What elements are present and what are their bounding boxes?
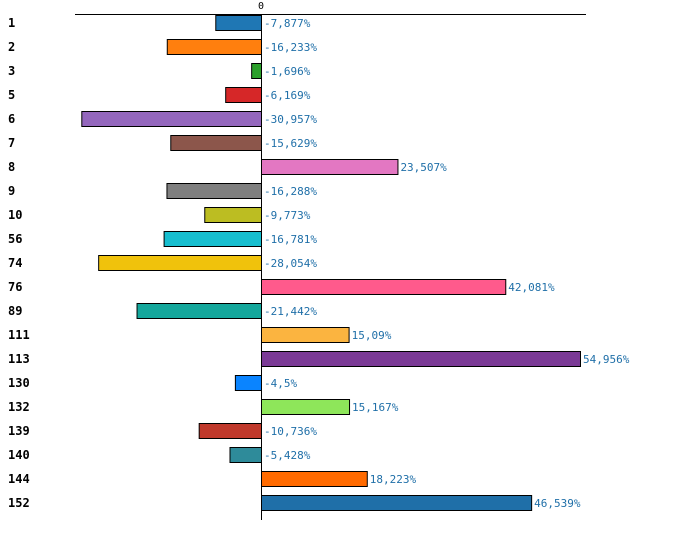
category-label-6: 6	[8, 112, 15, 126]
value-label-56: -16,781%	[264, 233, 317, 246]
value-label-111: 15,09%	[352, 329, 392, 342]
category-label-56: 56	[8, 232, 22, 246]
category-label-132: 132	[8, 400, 30, 414]
bar-10	[204, 207, 262, 223]
category-label-89: 89	[8, 304, 22, 318]
bar-130	[234, 375, 263, 391]
bar-7	[170, 135, 262, 151]
category-label-3: 3	[8, 64, 15, 78]
bar-6	[81, 111, 262, 127]
bar-132	[261, 399, 351, 415]
category-label-74: 74	[8, 256, 22, 270]
value-label-1: -7,877%	[264, 17, 311, 30]
bar-111	[261, 327, 350, 343]
category-label-140: 140	[8, 448, 30, 462]
category-label-139: 139	[8, 424, 30, 438]
value-label-5: -6,169%	[264, 89, 311, 102]
value-label-3: -1,696%	[264, 65, 311, 78]
value-label-113: 54,956%	[583, 353, 630, 366]
value-label-132: 15,167%	[352, 401, 399, 414]
category-label-152: 152	[8, 496, 30, 510]
category-label-113: 113	[8, 352, 30, 366]
bar-5	[225, 87, 262, 103]
value-labels: -7,877% -16,233% -1,696% -6,169% -30,957% -15…	[264, 17, 630, 510]
category-label-9: 9	[8, 184, 15, 198]
bar-2	[166, 39, 263, 55]
value-label-7: -15,629%	[264, 137, 317, 150]
bar-3	[251, 63, 262, 79]
category-label-1: 1	[8, 16, 15, 30]
value-label-144: 18,223%	[370, 473, 417, 486]
value-label-8: 23,507%	[400, 161, 447, 174]
category-label-7: 7	[8, 136, 15, 150]
bar-152	[261, 495, 533, 511]
value-label-10: -9,773%	[264, 209, 311, 222]
bar-89	[136, 303, 263, 319]
bar-113	[261, 351, 581, 367]
category-label-5: 5	[8, 88, 15, 102]
value-label-2: -16,233%	[264, 41, 317, 54]
value-label-89: -21,442%	[264, 305, 317, 318]
category-label-111: 111	[8, 328, 30, 342]
x-tick-label: 0	[258, 1, 264, 12]
category-labels: 1235678910567476891111131301321391401441…	[8, 16, 30, 510]
category-label-8: 8	[8, 160, 15, 174]
bar-76	[261, 279, 507, 295]
axis-ticks: 0	[258, 1, 264, 12]
value-label-152: 46,539%	[534, 497, 581, 510]
category-label-10: 10	[8, 208, 22, 222]
bars-group	[81, 15, 581, 511]
bar-74	[98, 255, 262, 271]
bar-144	[261, 471, 368, 487]
bar-139	[198, 423, 263, 439]
value-label-76: 42,081%	[508, 281, 555, 294]
bar-140	[229, 447, 263, 463]
category-label-2: 2	[8, 40, 15, 54]
value-label-130: -4,5%	[264, 377, 297, 390]
category-label-130: 130	[8, 376, 30, 390]
value-label-9: -16,288%	[264, 185, 317, 198]
bar-9	[166, 183, 262, 199]
value-label-74: -28,054%	[264, 257, 317, 270]
bar-56	[163, 231, 262, 247]
value-label-139: -10,736%	[264, 425, 317, 438]
bar-1	[215, 15, 263, 31]
value-label-140: -5,428%	[264, 449, 311, 462]
category-label-144: 144	[8, 472, 30, 486]
value-label-6: -30,957%	[264, 113, 317, 126]
category-label-76: 76	[8, 280, 22, 294]
bar-8	[261, 159, 399, 175]
